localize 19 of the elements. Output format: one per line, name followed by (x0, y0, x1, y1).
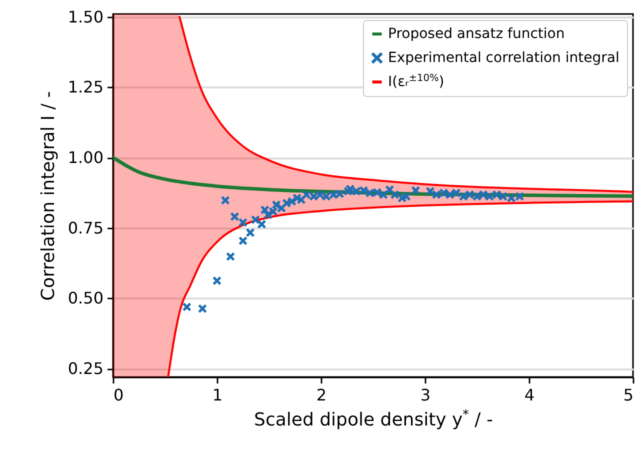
x-tick-label: 0 (114, 386, 124, 404)
legend-label: Experimental correlation integral (388, 50, 620, 66)
y-tick-label: 0.75 (68, 218, 104, 238)
y-axis-title: Correlation integral I / - (38, 91, 59, 301)
legend-label: I(εᵣ$^{±10%}$) (388, 72, 444, 90)
y-tick-label: 0.50 (68, 288, 104, 308)
y-tick-label: 1.00 (68, 148, 104, 168)
x-tick-label: 2 (316, 386, 327, 404)
y-tick-label: 1.50 (68, 7, 104, 26)
x-tick-label: 1 (212, 386, 223, 404)
x-tick-label: 3 (420, 386, 431, 404)
line-series (178, 16, 633, 193)
legend-label: Proposed ansatz function (388, 26, 565, 42)
line-series (167, 200, 633, 377)
x-axis-title: Scaled dipole density y$^{*}$ / - (254, 406, 493, 430)
x-tick-label: 5 (623, 386, 634, 404)
x-tick-label: 4 (524, 386, 535, 404)
y-tick-label: 0.25 (68, 359, 104, 378)
y-tick-label: 1.25 (68, 78, 104, 97)
